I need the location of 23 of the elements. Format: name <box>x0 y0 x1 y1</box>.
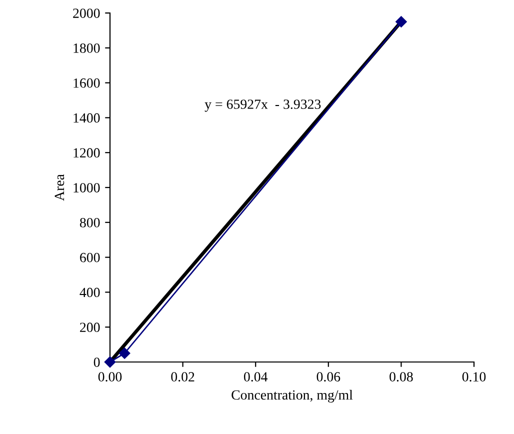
y-tick-label: 400 <box>80 288 100 298</box>
y-tick-label: 1600 <box>74 78 100 88</box>
y-tick-label: 1200 <box>74 148 100 158</box>
y-tick-label: 1000 <box>74 183 100 192</box>
x-tick-label: 0.08 <box>390 372 413 382</box>
x-tick-label: 0.02 <box>171 372 194 382</box>
y-axis-title: Area <box>54 174 64 201</box>
y-tick-label: 600 <box>80 252 100 262</box>
x-tick-label: 0.10 <box>462 372 486 382</box>
x-tick-label: 0.00 <box>98 372 122 382</box>
point <box>118 348 130 359</box>
point <box>104 356 116 368</box>
annotation: y = 65927x - 3.9323 <box>204 100 321 112</box>
x-tick-label: 0.04 <box>244 372 268 382</box>
y-tick-label: 800 <box>80 218 100 228</box>
point <box>396 16 407 28</box>
y-tick-label: 200 <box>80 322 100 332</box>
x-axis-title: Concentration, mg/ml <box>232 390 353 403</box>
y-tick-label: 2000 <box>73 8 100 18</box>
x-tick-label: 0.06 <box>316 372 340 382</box>
y-tick-label: 1400 <box>74 113 100 123</box>
y-tick-label: 1800 <box>74 43 100 53</box>
y-tick-label: 0 <box>94 358 100 367</box>
